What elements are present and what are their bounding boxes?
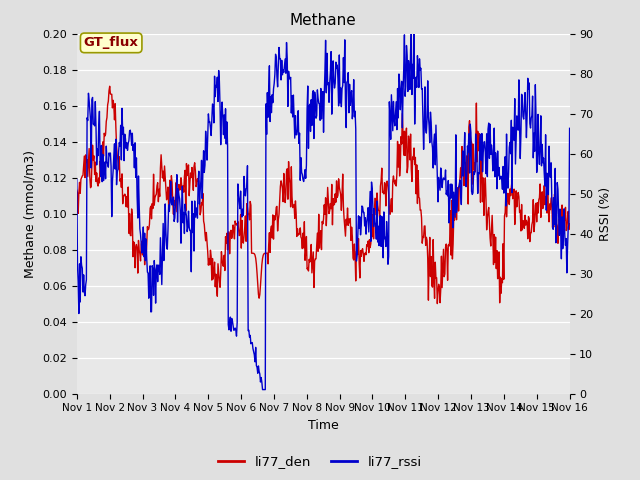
Y-axis label: Methane (mmol/m3): Methane (mmol/m3) [24, 150, 36, 277]
Y-axis label: RSSI (%): RSSI (%) [599, 187, 612, 240]
Text: GT_flux: GT_flux [84, 36, 139, 49]
X-axis label: Time: Time [308, 419, 339, 432]
Title: Methane: Methane [290, 13, 356, 28]
Legend: li77_den, li77_rssi: li77_den, li77_rssi [212, 450, 428, 473]
